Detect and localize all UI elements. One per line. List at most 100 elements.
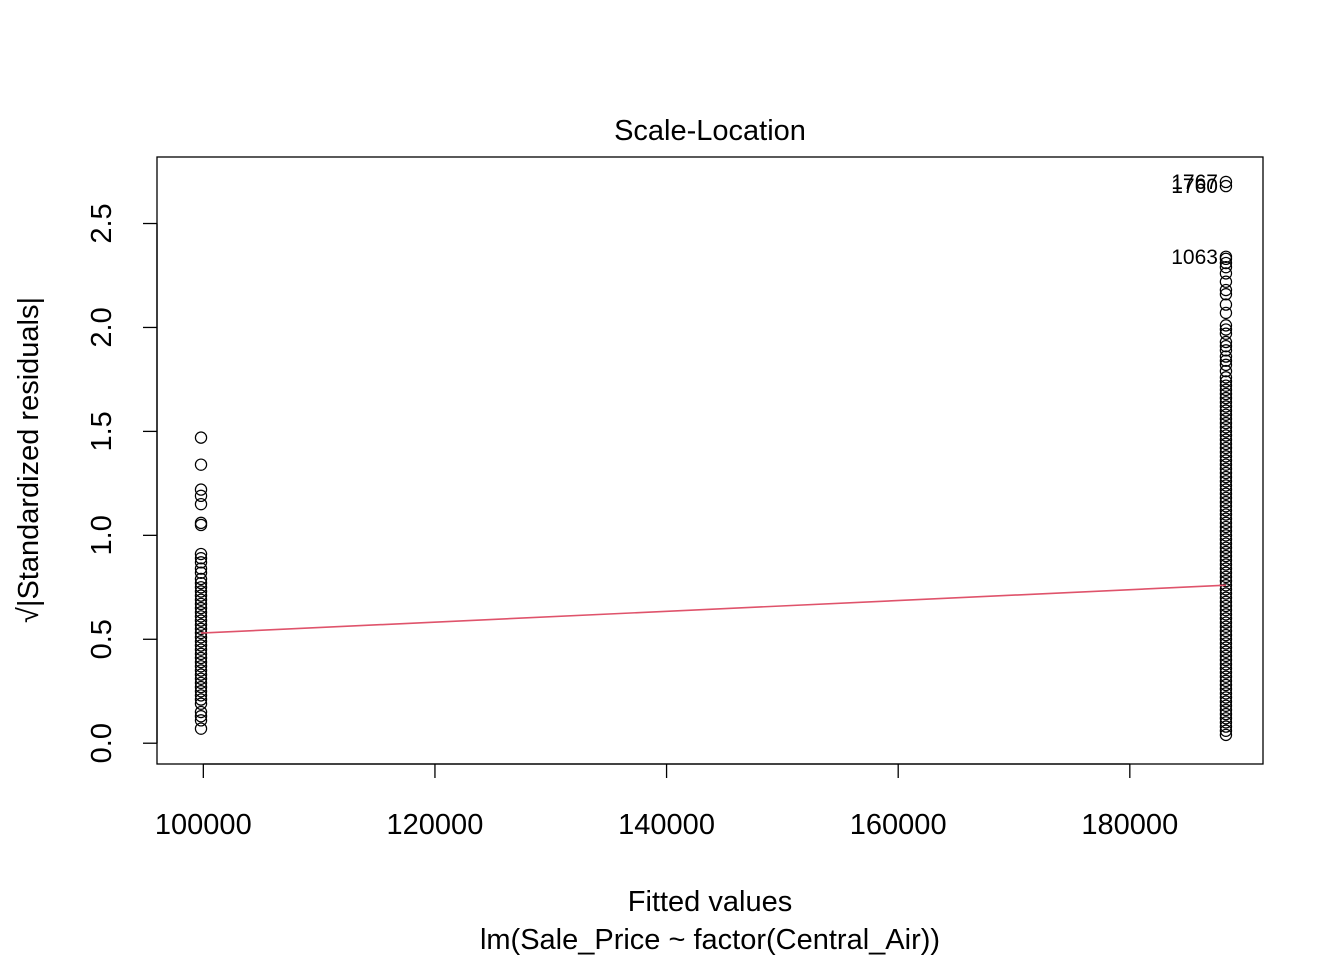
residual-point <box>1219 566 1233 579</box>
residual-point <box>1219 306 1233 320</box>
y-tick-label: 2.0 <box>86 307 118 347</box>
residual-point <box>1219 574 1233 588</box>
residual-point <box>1219 287 1233 301</box>
residual-point <box>1219 707 1233 721</box>
residual-point <box>1219 695 1233 708</box>
residual-point <box>1219 691 1233 704</box>
residual-point <box>1219 323 1233 336</box>
residual-point <box>1219 175 1233 189</box>
residual-point <box>1219 495 1233 509</box>
y-axis-title: √|Standardized residuals| <box>13 297 45 623</box>
residual-point <box>1219 433 1233 446</box>
residual-point <box>1219 256 1233 270</box>
residual-point <box>1219 470 1233 484</box>
residual-point <box>1219 391 1233 405</box>
y-axis-title-text: |Standardized residuals| <box>13 297 45 607</box>
residual-point <box>1219 633 1233 646</box>
residual-point <box>1219 404 1233 417</box>
residual-point <box>1219 479 1233 492</box>
residual-point <box>1219 524 1233 538</box>
residual-point <box>1219 441 1233 455</box>
residual-point <box>1219 545 1233 559</box>
smoother-line <box>200 584 1226 634</box>
x-axis-subtitle: lm(Sale_Price ~ factor(Central_Air)) <box>480 924 940 956</box>
residual-point <box>1219 400 1233 413</box>
residual-point <box>194 576 208 590</box>
residual-point <box>194 672 208 685</box>
y-axis: 0.0 0.5 1.0 1.5 2.0 2.5 <box>86 203 158 763</box>
residual-point <box>1219 283 1233 297</box>
residual-point <box>194 689 208 702</box>
residual-point <box>194 655 208 669</box>
residual-point <box>1219 487 1233 500</box>
residual-point <box>1219 682 1233 696</box>
residual-point <box>1219 250 1233 263</box>
residual-point <box>1219 591 1233 604</box>
residual-point <box>1219 595 1233 609</box>
residual-point <box>194 714 208 727</box>
residual-point <box>1219 678 1233 692</box>
residual-point <box>1219 637 1233 650</box>
residual-point <box>1219 558 1233 571</box>
x-axis: 100000 120000 140000 160000 180000 <box>155 763 1178 841</box>
residual-point <box>194 664 208 677</box>
x-axis-title: Fitted values <box>628 886 792 918</box>
residual-point <box>1219 383 1233 397</box>
residual-point <box>194 458 208 471</box>
residual-points <box>194 175 1233 742</box>
residual-point <box>1219 466 1233 480</box>
residual-point <box>1219 350 1233 363</box>
residual-point <box>194 622 208 636</box>
residual-point <box>1219 599 1233 613</box>
residual-point <box>1219 603 1233 617</box>
residual-point <box>1219 670 1233 683</box>
x-tick-label: 160000 <box>850 809 947 841</box>
residual-point <box>194 697 208 710</box>
residual-point <box>1219 653 1233 667</box>
residual-point <box>1219 608 1233 621</box>
residual-point <box>1219 475 1233 488</box>
point-label: 1760 <box>1171 175 1218 198</box>
residual-point <box>1219 662 1233 675</box>
residual-point <box>1219 716 1233 729</box>
residual-point <box>194 431 208 444</box>
residual-point <box>1219 645 1233 658</box>
residual-point <box>1219 445 1233 459</box>
residual-point <box>194 610 208 623</box>
residual-point <box>194 597 208 611</box>
residual-point <box>1219 504 1233 517</box>
residual-point <box>1219 458 1233 471</box>
residual-point <box>1219 425 1233 438</box>
residual-point <box>1219 562 1233 575</box>
residual-point <box>194 618 208 631</box>
residual-point <box>194 639 208 652</box>
residual-point <box>1219 520 1233 534</box>
residual-point <box>194 630 208 644</box>
residual-point <box>1219 541 1233 555</box>
residual-point <box>194 516 208 530</box>
residual-point <box>1219 412 1233 426</box>
residual-point <box>194 483 208 496</box>
residual-point <box>1219 554 1233 567</box>
residual-point <box>1219 720 1233 733</box>
point-label: 1767 <box>1171 171 1218 194</box>
residual-point <box>194 566 208 579</box>
residual-point <box>1219 500 1233 513</box>
point-label: 1063 <box>1171 246 1218 269</box>
x-tick-label: 140000 <box>618 809 715 841</box>
residual-point <box>194 647 208 661</box>
y-tick-label: 2.5 <box>86 203 118 243</box>
residual-point <box>194 635 208 648</box>
residual-point <box>194 722 208 735</box>
residual-point <box>1219 267 1233 280</box>
y-tick-label: 0.0 <box>86 723 118 763</box>
residual-point <box>194 676 208 690</box>
y-tick-label: 0.5 <box>86 619 118 659</box>
residual-point <box>1219 724 1233 737</box>
residual-point <box>194 709 208 723</box>
residual-point <box>1219 620 1233 634</box>
residual-point <box>1219 416 1233 430</box>
residual-point <box>194 562 208 575</box>
residual-point <box>1219 549 1233 563</box>
